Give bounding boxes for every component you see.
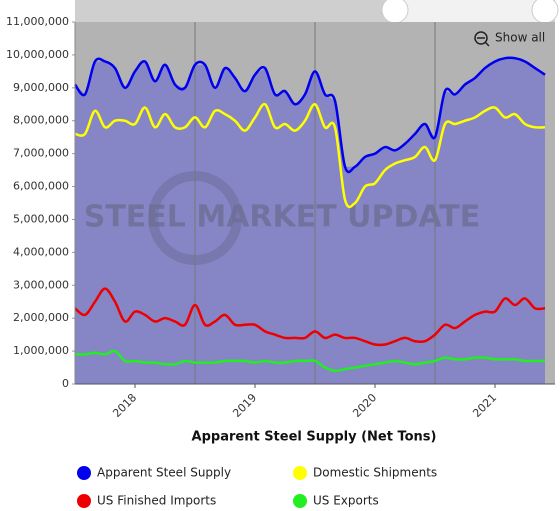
navigator-handle[interactable] [531,0,559,24]
legend-marker[interactable] [293,494,307,508]
x-axis-title: Apparent Steel Supply (Net Tons) [192,430,437,445]
x-tick-label: 2019 [230,391,259,420]
series-line [74,102,546,209]
y-tick-label: 3,000,000 [13,278,69,291]
show-all-button[interactable]: Show all [495,31,545,45]
legend-label[interactable]: US Finished Imports [97,494,216,508]
x-tick-label: 2018 [110,391,139,420]
legend-marker[interactable] [293,466,307,480]
series-line [74,349,545,373]
watermark: STEEL MARKET UPDATE [84,200,481,235]
y-tick-label: 5,000,000 [13,212,69,225]
legend-marker[interactable] [77,466,91,480]
x-tick-label: 2020 [350,391,379,420]
y-tick-label: 7,000,000 [13,147,69,160]
y-tick-label: 1,000,000 [13,344,69,357]
y-tick-label: 6,000,000 [13,180,69,193]
navigator-window[interactable] [395,0,545,22]
y-tick-label: 0 [62,377,69,390]
y-tick-label: 2,000,000 [13,311,69,324]
y-tick-label: 9,000,000 [13,81,69,94]
y-tick-label: 10,000,000 [6,48,69,61]
zoom-icon[interactable] [474,31,488,45]
x-tick-label: 2021 [470,391,499,420]
y-tick-label: 11,000,000 [6,15,69,28]
series-line [74,287,546,347]
legend-label[interactable]: Apparent Steel Supply [97,466,231,480]
legend-marker[interactable] [77,494,91,508]
navigator-handle[interactable] [381,0,409,24]
zoom-icon[interactable] [484,41,490,47]
series-line [73,56,546,174]
y-tick-label: 8,000,000 [13,114,69,127]
area-fill [75,58,545,384]
legend-label[interactable]: US Exports [313,494,379,508]
y-tick-label: 4,000,000 [13,245,69,258]
legend-label[interactable]: Domestic Shipments [313,466,437,480]
